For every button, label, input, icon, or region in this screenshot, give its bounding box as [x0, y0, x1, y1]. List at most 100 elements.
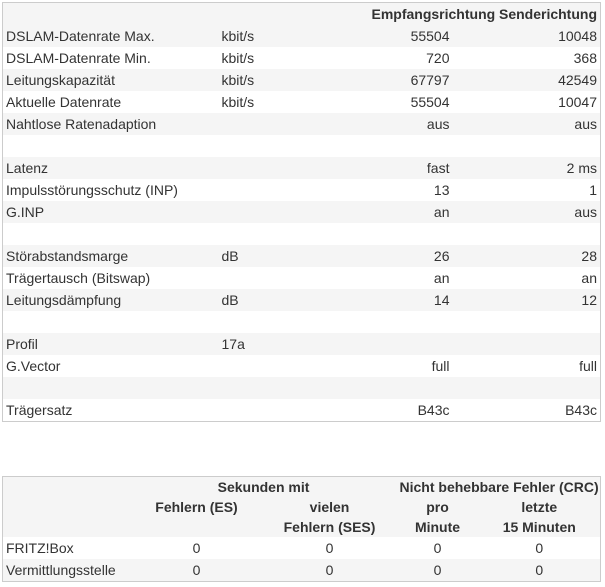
- cell-label: [3, 311, 219, 333]
- cell-down: 55504: [410, 94, 450, 110]
- header-label: [3, 3, 219, 26]
- cell-unit: [219, 399, 369, 422]
- header-empty: [3, 477, 131, 498]
- cell-unit: [219, 355, 369, 377]
- table-row: G.INP an aus: [2, 201, 601, 223]
- cell-ses: 0: [325, 562, 334, 578]
- cell-up: 2 ms: [566, 160, 597, 176]
- cell-unit: [219, 157, 369, 179]
- cell-label: FRITZ!Box: [6, 540, 74, 556]
- cell-label: G.Vector: [6, 358, 61, 374]
- cell-label: DSLAM-Datenrate Max.: [6, 28, 155, 44]
- header-min-line1: pro: [426, 499, 449, 515]
- header-15-line2: 15 Minuten: [502, 519, 576, 535]
- cell-last15: 0: [535, 540, 544, 556]
- cell-label: Leitungskapazität: [6, 72, 115, 88]
- cell-unit: 17a: [221, 336, 245, 352]
- table-header: Empfangsrichtung Senderichtung: [2, 2, 601, 26]
- cell-label: Aktuelle Datenrate: [6, 94, 122, 110]
- table-row: [2, 377, 601, 399]
- header-ses: vielen Fehlern (SES): [263, 497, 397, 537]
- cell-label: Leitungsdämpfung: [6, 292, 122, 308]
- cell-up: [453, 311, 601, 333]
- line-info-table: Empfangsrichtung Senderichtung DSLAM-Dat…: [2, 2, 601, 422]
- cell-label: Vermittlungsstelle: [6, 562, 116, 578]
- table-row: Impulsstörungsschutz (INP) 13 1: [3, 179, 601, 201]
- header-es-text: Fehlern (ES): [155, 499, 238, 515]
- header-es: Fehlern (ES): [131, 497, 263, 537]
- table-row: Nahtlose Ratenadaption aus aus: [2, 113, 601, 135]
- table-row: Aktuelle Datenrate kbit/s 55504 10047: [3, 91, 601, 113]
- cell-label: [3, 223, 219, 245]
- cell-label: DSLAM-Datenrate Min.: [6, 50, 151, 66]
- cell-up: [453, 223, 601, 245]
- table-row: G.Vector full full: [3, 355, 601, 377]
- cell-per-min: 0: [433, 540, 442, 556]
- cell-unit: dB: [221, 248, 239, 264]
- table-row: Leitungskapazität kbit/s 67797 42549: [2, 69, 601, 91]
- cell-down: 13: [433, 182, 450, 198]
- cell-down: [369, 377, 453, 399]
- cell-label: [3, 135, 219, 157]
- cell-per-min: 0: [433, 562, 442, 578]
- table-row: [3, 223, 601, 245]
- cell-up: 10047: [558, 94, 597, 110]
- cell-up: [453, 377, 601, 399]
- cell-down: 67797: [410, 72, 450, 88]
- cell-up: [453, 135, 601, 157]
- cell-label: G.INP: [6, 204, 45, 220]
- table-row: Profil 17a: [2, 333, 601, 355]
- cell-down: 55504: [410, 28, 450, 44]
- cell-up: full: [579, 358, 597, 374]
- header-downstream: Empfangsrichtung: [371, 6, 496, 22]
- cell-es: 0: [192, 562, 201, 578]
- cell-unit: [219, 267, 369, 289]
- cell-up: an: [581, 270, 597, 286]
- cell-up: B43c: [565, 402, 597, 418]
- cell-down: an: [433, 204, 450, 220]
- header-ses-line2: Fehlern (SES): [283, 519, 376, 535]
- cell-unit: [219, 113, 369, 135]
- cell-unit: [219, 135, 369, 157]
- cell-ses: 0: [325, 540, 334, 556]
- cell-last15: 0: [535, 562, 544, 578]
- header-per-minute: pro Minute: [397, 497, 479, 537]
- table-row: Störabstandsmarge dB 26 28: [2, 245, 601, 267]
- header-crc-group: Nicht behebbare Fehler (CRC): [399, 479, 599, 495]
- cell-up: 10048: [558, 28, 597, 44]
- cell-down: 720: [426, 50, 450, 66]
- cell-down: [369, 135, 453, 157]
- cell-up: 368: [573, 50, 597, 66]
- cell-down: [369, 311, 453, 333]
- header-last-15: letzte 15 Minuten: [479, 497, 601, 537]
- header-unit: [219, 3, 369, 26]
- cell-down: fast: [426, 160, 450, 176]
- cell-unit: kbit/s: [221, 28, 255, 44]
- cell-label: Nahtlose Ratenadaption: [6, 116, 157, 132]
- cell-unit: [219, 377, 369, 399]
- cell-down: full: [431, 358, 450, 374]
- cell-label: Störabstandsmarge: [6, 248, 129, 264]
- cell-unit: kbit/s: [221, 72, 255, 88]
- header-min-line2: Minute: [414, 519, 461, 535]
- table-row: Trägersatz B43c B43c: [3, 399, 601, 422]
- cell-label: Trägertausch (Bitswap): [6, 270, 151, 286]
- cell-up: 42549: [558, 72, 597, 88]
- cell-up: 12: [581, 292, 597, 308]
- header-15-line1: letzte: [521, 499, 558, 515]
- cell-label: Impulsstörungsschutz (INP): [6, 182, 178, 198]
- cell-down: aus: [426, 116, 450, 132]
- cell-unit: kbit/s: [221, 50, 255, 66]
- cell-up: aus: [574, 116, 597, 132]
- cell-label: Latenz: [6, 160, 49, 176]
- cell-unit: [219, 311, 369, 333]
- table-row: DSLAM-Datenrate Min. kbit/s 720 368: [3, 47, 601, 69]
- table-row: Trägertausch (Bitswap) an an: [3, 267, 601, 289]
- cell-unit: [219, 201, 369, 223]
- table-row: [3, 311, 601, 333]
- cell-down: B43c: [417, 402, 450, 418]
- cell-unit: dB: [221, 292, 239, 308]
- header-empty: [3, 497, 131, 537]
- table-row: [3, 135, 601, 157]
- cell-down: an: [433, 270, 450, 286]
